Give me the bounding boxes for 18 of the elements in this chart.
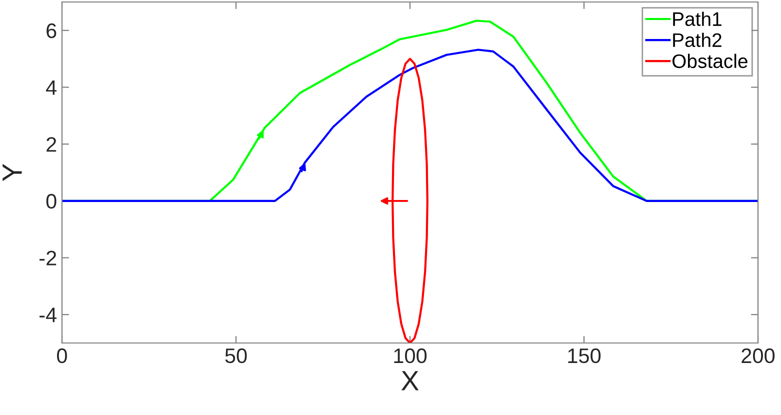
line-series — [62, 48, 758, 202]
x-tick-label: 100 — [394, 348, 427, 364]
x-tick-label: 50 — [225, 348, 247, 364]
x-tick-label: 150 — [568, 348, 601, 364]
y-axis-title: Y — [2, 164, 22, 182]
legend-label: Path2 — [673, 32, 722, 48]
y-tick-label: 4 — [46, 80, 57, 95]
x-tick-label: 0 — [57, 348, 67, 364]
y-tick-label: 6 — [46, 23, 56, 38]
x-tick-label: 200 — [742, 348, 775, 364]
legend-label: Obstacle — [672, 54, 748, 68]
y-tick-label: -4 — [40, 308, 57, 322]
line-series — [392, 58, 428, 343]
legend-label: Path1 — [673, 12, 722, 26]
y-tick-label: 0 — [46, 194, 56, 209]
x-axis-title: X — [401, 371, 419, 390]
y-tick-label: 2 — [46, 137, 56, 152]
y-tick-label: -2 — [40, 250, 56, 266]
